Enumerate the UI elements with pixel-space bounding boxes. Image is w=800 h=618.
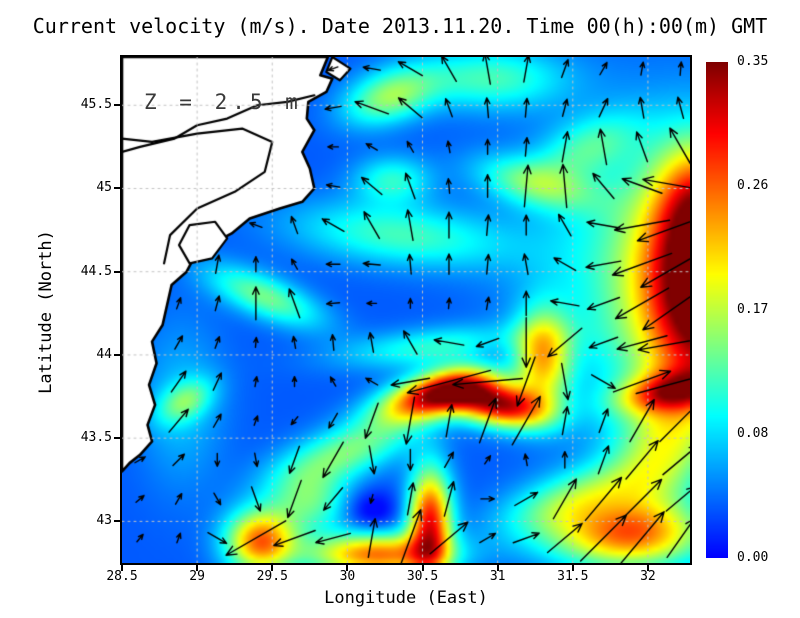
y-tick-label: 44 (96, 346, 112, 362)
x-tick-mark (271, 565, 274, 571)
colorbar (706, 62, 728, 558)
plot-area: Z = 2.5 m (120, 55, 692, 565)
y-tick-mark (114, 353, 120, 356)
x-tick-mark (646, 565, 649, 571)
y-tick-mark (114, 104, 120, 107)
y-tick-label: 45.5 (80, 97, 112, 113)
x-tick-mark (496, 565, 499, 571)
x-tick-label: 30.5 (406, 569, 439, 584)
y-tick-mark (114, 270, 120, 273)
x-tick-label: 31 (489, 569, 506, 584)
y-axis-label: Latitude (North) (36, 230, 56, 394)
y-tick-mark (114, 187, 120, 190)
colorbar-tick-label: 0.08 (737, 426, 769, 441)
x-tick-label: 28.5 (106, 569, 138, 584)
y-tick-label: 43.5 (80, 430, 112, 446)
depth-annotation: Z = 2.5 m (144, 90, 303, 114)
x-tick-mark (421, 565, 424, 571)
colorbar-tick-label: 0.26 (737, 178, 769, 193)
y-tick-mark (114, 437, 120, 440)
x-tick-mark (121, 565, 123, 571)
y-tick-mark (114, 520, 120, 523)
x-tick-label: 29 (189, 569, 205, 584)
x-tick-mark (571, 565, 574, 571)
x-tick-label: 32 (640, 569, 656, 584)
x-tick-label: 30 (339, 569, 356, 584)
x-tick-label: 29.5 (256, 569, 288, 584)
colorbar-tick-label: 0.35 (737, 54, 769, 69)
colorbar-tick-label: 0.00 (737, 550, 769, 565)
x-axis-label: Longitude (East) (324, 588, 488, 608)
x-tick-mark (346, 565, 349, 571)
x-tick-mark (196, 565, 199, 571)
y-tick-label: 45 (96, 180, 112, 196)
x-tick-label: 31.5 (557, 569, 589, 584)
velocity-field-canvas (122, 57, 690, 563)
y-tick-label: 44.5 (80, 263, 112, 279)
figure-title: Current velocity (m/s). Date 2013.11.20.… (32, 14, 768, 38)
y-tick-label: 43 (96, 513, 112, 529)
colorbar-tick-label: 0.17 (737, 302, 769, 317)
